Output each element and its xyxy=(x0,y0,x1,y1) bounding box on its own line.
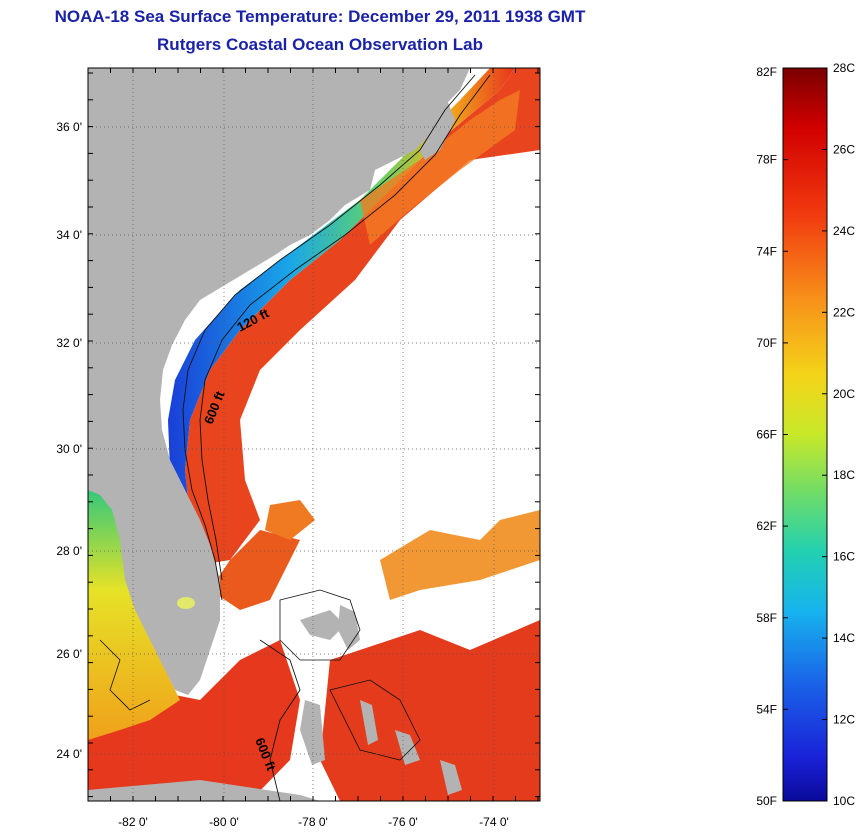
east-warm-patch xyxy=(380,510,540,600)
land-mainland xyxy=(88,68,470,695)
colorbar xyxy=(782,67,828,802)
colorbar-ticks xyxy=(783,67,827,802)
colorbar-c-label: 28C xyxy=(833,61,855,75)
colorbar-f-label: 66F xyxy=(756,428,777,442)
map-layers: 120 ft 600 ft 600 ft xyxy=(88,68,540,801)
colorbar-fahrenheit-labels: 82F 78F 74F 70F 66F 62F 58F 54F 50F xyxy=(756,65,777,808)
colorbar-f-label: 78F xyxy=(756,153,777,167)
south-warm-patch-3 xyxy=(210,530,300,610)
colorbar-c-label: 10C xyxy=(833,794,855,808)
map-subtitle: Rutgers Coastal Ocean Observation Lab xyxy=(157,35,483,54)
lon-label-82: -82 0' xyxy=(118,815,148,829)
contour-600ft-south xyxy=(259,639,301,801)
latitude-labels: 36 0' 34 0' 32 0' 30 0' 28 0' 26 0' 24 0… xyxy=(56,120,82,761)
colorbar-f-label: 58F xyxy=(756,611,777,625)
colorbar-c-label: 14C xyxy=(833,631,855,645)
map-frame xyxy=(87,67,541,802)
lat-label-36: 36 0' xyxy=(56,120,82,134)
cuba-coast xyxy=(88,780,320,801)
bahamas-exuma xyxy=(395,730,420,765)
contour-120ft xyxy=(182,74,476,601)
colorbar-f-label: 62F xyxy=(756,519,777,533)
colorbar-f-label: 54F xyxy=(756,702,777,716)
contour-gulf xyxy=(99,639,151,711)
colorbar-f-label: 70F xyxy=(756,336,777,350)
colorbar-f-label: 82F xyxy=(756,65,777,79)
bahamas-eleuthera xyxy=(360,700,378,745)
colorbar-celsius-labels: 28C 26C 24C 22C 20C 18C 16C 14C 12C 10C xyxy=(833,61,855,808)
bahamas-cat-island xyxy=(440,760,462,795)
lon-label-76: -76 0' xyxy=(388,815,418,829)
colorbar-c-label: 24C xyxy=(833,224,855,238)
map-title: NOAA-18 Sea Surface Temperature: Decembe… xyxy=(54,7,586,26)
lat-label-28: 28 0' xyxy=(56,544,82,558)
lon-label-74: -74 0' xyxy=(479,815,509,829)
lat-label-30: 30 0' xyxy=(56,442,82,456)
south-warm-patch-1 xyxy=(88,640,300,801)
lat-label-32: 32 0' xyxy=(56,336,82,350)
colorbar-c-label: 22C xyxy=(833,305,855,319)
map-gridlines xyxy=(88,68,540,801)
colorbar-f-label: 74F xyxy=(756,244,777,258)
gulf-of-mexico-water xyxy=(88,490,180,740)
lon-label-80: -80 0' xyxy=(209,815,239,829)
shelf-warm-strip xyxy=(360,90,520,245)
colorbar-c-label: 20C xyxy=(833,387,855,401)
lat-label-26: 26 0' xyxy=(56,647,82,661)
colorbar-c-label: 26C xyxy=(833,142,855,156)
colorbar-c-label: 16C xyxy=(833,550,855,564)
lat-label-24: 24 0' xyxy=(56,747,82,761)
colorbar-f-label: 50F xyxy=(756,794,777,808)
colorbar-c-label: 12C xyxy=(833,713,855,727)
bahamas-andros xyxy=(300,700,325,765)
bahamas-grand-bahama xyxy=(300,610,345,640)
colorbar-c-label: 18C xyxy=(833,468,855,482)
lat-label-34: 34 0' xyxy=(56,228,82,242)
outer-banks xyxy=(420,95,455,160)
contour-bahama-bank xyxy=(279,589,361,661)
offshore-patch xyxy=(265,500,315,540)
shelf-water-region xyxy=(168,68,515,520)
lon-label-78: -78 0' xyxy=(298,815,328,829)
south-warm-patch-2 xyxy=(320,620,540,801)
frame-ticks xyxy=(87,68,540,801)
contour-great-bahama-bank xyxy=(329,679,421,761)
lake-okeechobee xyxy=(177,597,195,609)
longitude-labels: -82 0' -80 0' -78 0' -76 0' -74 0' xyxy=(118,815,509,829)
contour-600ft xyxy=(199,74,491,581)
